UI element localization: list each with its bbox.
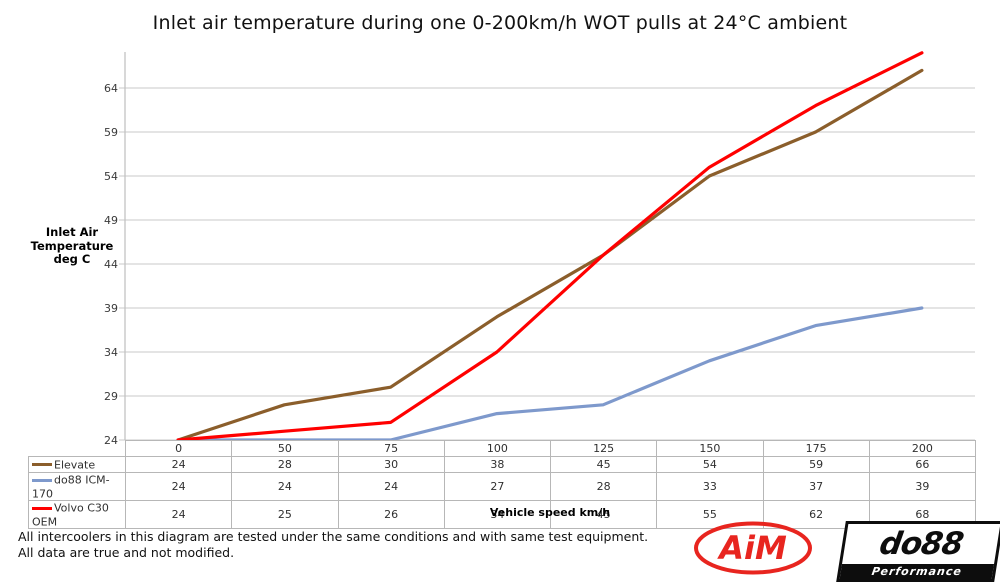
table-blank-cell bbox=[29, 441, 126, 457]
table-value-cell: 66 bbox=[868, 456, 977, 473]
legend-line-swatch bbox=[32, 478, 52, 482]
x-tick-label: 0 bbox=[124, 440, 233, 457]
table-value-cell: 24 bbox=[124, 456, 233, 473]
legend-series-name: Volvo C30 OEM bbox=[32, 501, 109, 529]
table-row: Elevate 24 28 30 38 45 54 59 66 bbox=[28, 456, 977, 473]
x-tick-label: 50 bbox=[231, 440, 339, 457]
footer-note: All intercoolers in this diagram are tes… bbox=[18, 529, 648, 561]
table-value-cell: 45 bbox=[549, 456, 658, 473]
x-axis-label: Vehicle speed km/h bbox=[489, 506, 611, 519]
table-value-cell: 24 bbox=[231, 472, 339, 501]
table-value-cell: 26 bbox=[337, 500, 445, 529]
y-axis-label-line1: Inlet Air bbox=[45, 225, 99, 239]
series-line-do88-icm-170 bbox=[176, 306, 924, 442]
footer-note-line1: All intercoolers in this diagram are tes… bbox=[18, 529, 649, 544]
y-tick-label: 44 bbox=[104, 257, 118, 271]
footer-note-line2: All data are true and not modified. bbox=[18, 545, 235, 560]
table-value-cell: 30 bbox=[337, 456, 445, 473]
legend-series-name: do88 ICM-170 bbox=[32, 473, 110, 501]
y-axis-label: Inlet Air Temperature deg C bbox=[22, 225, 122, 267]
x-tick-label: 100 bbox=[443, 440, 552, 457]
table-value-cell: 33 bbox=[656, 472, 764, 501]
legend-cell: Elevate bbox=[28, 456, 126, 473]
table-value-cell: 45 bbox=[549, 500, 658, 529]
x-tick-label: 200 bbox=[868, 440, 977, 457]
do88-logo-text: do88 bbox=[877, 526, 966, 562]
table-value-cell: 24 bbox=[337, 472, 445, 501]
legend-series-name: Elevate bbox=[54, 458, 96, 472]
table-value-cell: 28 bbox=[231, 456, 339, 473]
x-tick-label: 75 bbox=[337, 440, 445, 457]
legend-cell: do88 ICM-170 bbox=[28, 472, 126, 501]
table-value-cell: 27 bbox=[443, 472, 552, 501]
y-tick-label: 59 bbox=[104, 125, 118, 139]
aim-logo-ellipse bbox=[694, 521, 812, 575]
y-tick-label: 24 bbox=[104, 433, 118, 447]
data-table: 0 50 75 100 125 150 175 200 Elevate 24 28 30 38 45 54 5… bbox=[28, 440, 977, 529]
table-row: do88 ICM-170 24 24 24 27 28 33 37 39 bbox=[28, 472, 977, 501]
table-value-cell: 59 bbox=[762, 456, 870, 473]
chart-title: Inlet air temperature during one 0-200km… bbox=[152, 12, 848, 34]
x-tick-label: 125 bbox=[549, 440, 658, 457]
do88-logo: do88 Performance bbox=[836, 521, 1000, 582]
legend-line-swatch bbox=[32, 506, 52, 510]
series-line-volvo-c30-oem bbox=[176, 51, 924, 442]
table-value-cell: 28 bbox=[549, 472, 658, 501]
y-tick-label: 54 bbox=[104, 169, 118, 183]
y-axis-label-line2: Temperature bbox=[30, 238, 114, 253]
series-line-elevate bbox=[176, 68, 924, 442]
table-value-cell: 39 bbox=[868, 472, 977, 501]
table-value-cell: 54 bbox=[656, 456, 764, 473]
legend-cell: Volvo C30 OEM bbox=[28, 500, 126, 529]
y-tick-label: 34 bbox=[104, 345, 118, 359]
aim-logo-text: AiM bbox=[716, 529, 787, 567]
x-tick-label: 150 bbox=[656, 440, 764, 457]
y-tick-label: 29 bbox=[104, 389, 118, 403]
table-value-cell: 37 bbox=[762, 472, 870, 501]
y-tick-label: 49 bbox=[104, 213, 118, 227]
table-value-cell: 34 bbox=[443, 500, 552, 529]
x-tick-label: 175 bbox=[762, 440, 870, 457]
table-value-cell: 38 bbox=[443, 456, 552, 473]
do88-logo-subtext: Performance bbox=[839, 564, 995, 579]
legend-line-swatch bbox=[32, 463, 52, 467]
y-tick-label: 64 bbox=[104, 81, 118, 95]
table-header-row: 0 50 75 100 125 150 175 200 bbox=[29, 440, 977, 457]
table-value-cell: 24 bbox=[124, 472, 233, 501]
y-axis-label-line3: deg C bbox=[53, 252, 91, 266]
y-tick-label: 39 bbox=[104, 301, 118, 315]
aim-logo: AiM bbox=[694, 521, 812, 575]
table-value-cell: 24 bbox=[124, 500, 233, 529]
